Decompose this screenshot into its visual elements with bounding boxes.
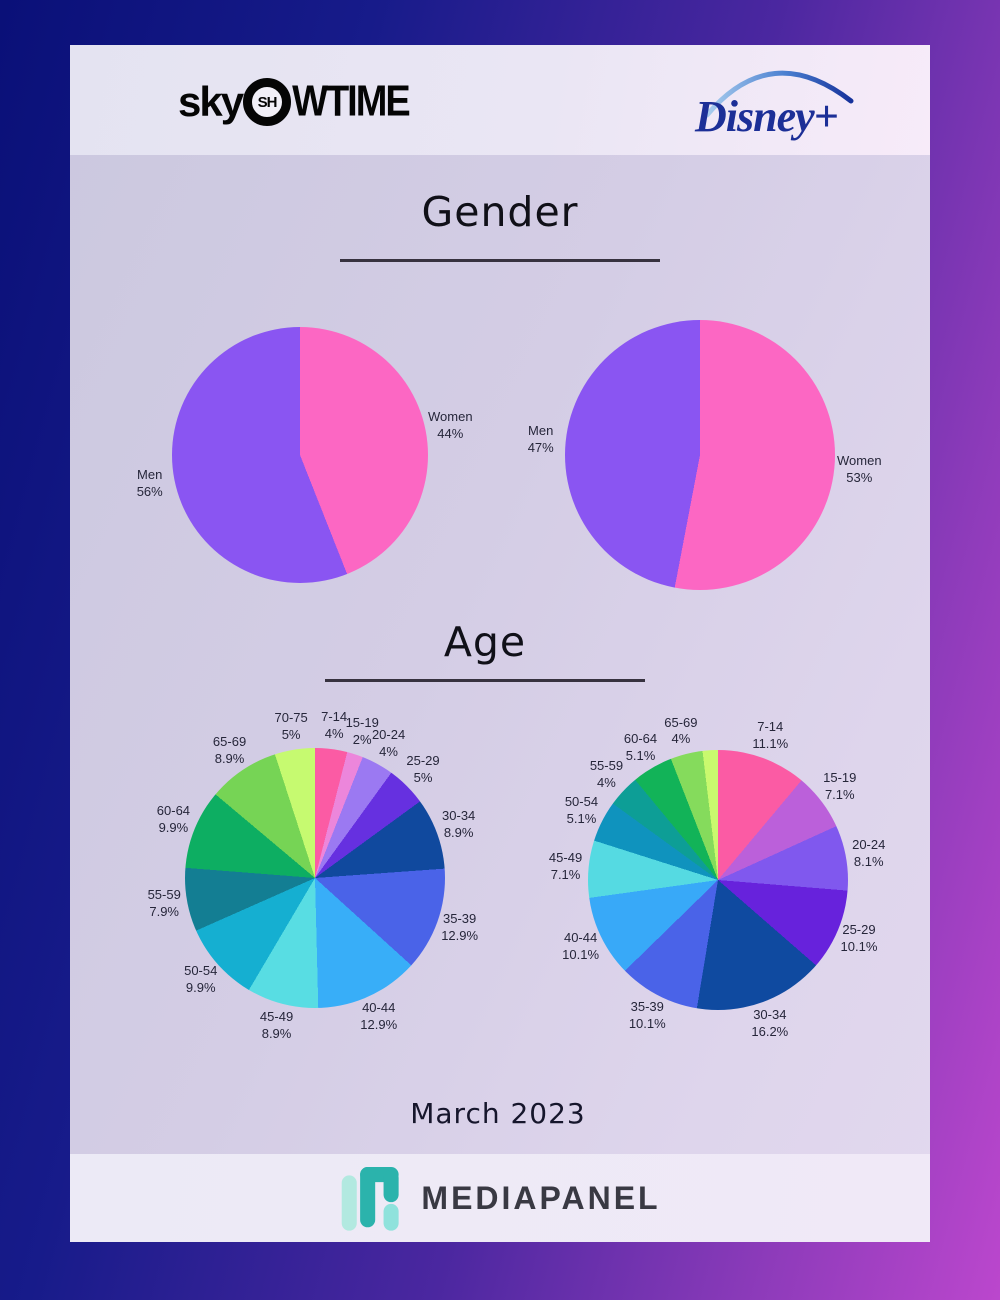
pie-slice-label: 20-24 4% [371, 726, 406, 759]
pie-slice-label: Women 53% [837, 453, 882, 486]
disneyplus-wordmark: Disney+ [695, 92, 839, 141]
date-note: March 2023 [410, 1097, 586, 1130]
skyshowtime-logo: sky SH WTIME [178, 73, 411, 131]
pie-slice-label: 60-64 5.1% [623, 731, 658, 764]
skyshowtime-logo-wtime: WTIME [292, 77, 411, 126]
mediapanel-footer: MEDIAPANEL [70, 1154, 930, 1242]
pie-slice-label: 70-75 5% [274, 709, 308, 742]
pie-slice-label: 40-44 12.9% [360, 1000, 398, 1033]
content-card: sky SH WTIME Disney+ Gender Age [70, 45, 930, 1242]
pie-slice-label: 25-29 5% [406, 752, 440, 785]
mediapanel-icon [342, 1167, 400, 1231]
pie-slice-label: 55-59 4% [589, 758, 624, 791]
pie-slice-label: 65-69 4% [664, 714, 698, 747]
disneyplus-logo: Disney+ [685, 53, 870, 149]
pie-slice-label: 20-24 8.1% [852, 836, 886, 869]
pie-slice-label: 15-19 7.1% [823, 770, 857, 803]
pie-slice-label: 60-64 9.9% [156, 803, 191, 835]
pie-slice-label: Men 47% [527, 423, 554, 455]
pie-slice-label: 15-19 2% [345, 715, 379, 748]
pie-slice-label: 30-34 16.2% [751, 1007, 789, 1039]
pie-slice-label: 25-29 10.1% [840, 922, 878, 955]
disneyplus-age-pie [588, 750, 848, 1010]
pie-slice-label: 7-14 11.1% [752, 719, 789, 752]
brand-header: sky SH WTIME Disney+ [70, 45, 930, 155]
disneyplus-gender-pie [565, 320, 835, 590]
pie-slice-label: 55-59 7.9% [147, 886, 181, 919]
pie-slice-label: 40-44 10.1% [562, 930, 600, 963]
pie-slice-label: 45-49 8.9% [259, 1009, 294, 1042]
pie-slice-label: 7-14 4% [321, 709, 348, 742]
age-title-underline [325, 679, 645, 682]
pie-slice-label: Women 44% [428, 409, 473, 442]
disney-arc-icon [704, 70, 854, 118]
pie-slice-label: Men 56% [136, 466, 163, 499]
mediapanel-wordmark: MEDIAPANEL [421, 1179, 661, 1216]
pie-slice-label: 35-39 10.1% [628, 998, 666, 1031]
pie-slice-label: 50-54 5.1% [564, 794, 599, 826]
skyshowtime-age-pie [185, 748, 445, 1008]
pie-slice-label: 50-54 9.9% [184, 962, 218, 995]
pie-slice-label: 30-34 8.9% [442, 808, 476, 841]
skyshowtime-logo-sky: sky [178, 78, 244, 125]
gender-title-underline [340, 259, 660, 262]
skyshowtime-gender-pie [172, 327, 428, 583]
pie-slice-label: 65-69 8.9% [212, 734, 247, 767]
pie-slice-label: 35-39 12.9% [441, 911, 479, 943]
gender-section-title: Gender [421, 188, 579, 236]
skyshowtime-circle-icon: SH [243, 78, 292, 126]
pie-slice-label: 45-49 7.1% [548, 850, 583, 883]
age-section-title: Age [443, 618, 527, 666]
